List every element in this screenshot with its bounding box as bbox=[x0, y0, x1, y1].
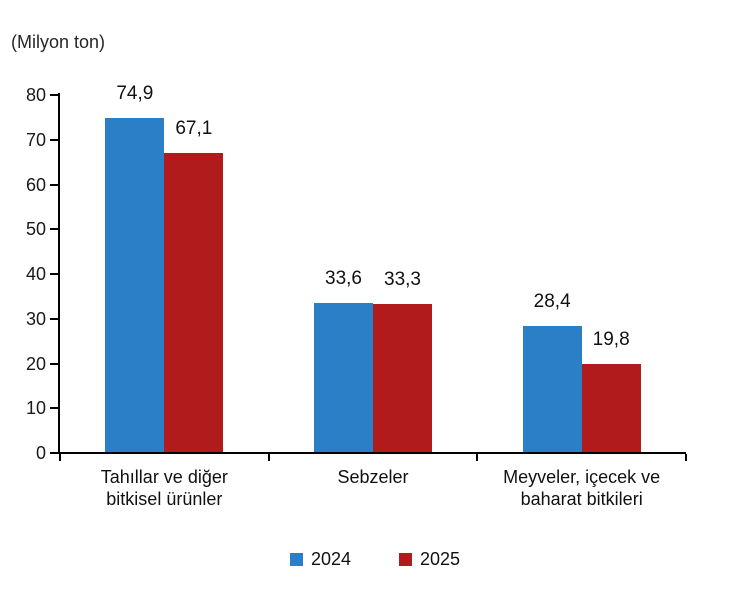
y-axis-tick bbox=[50, 183, 58, 186]
y-axis-title: (Milyon ton) bbox=[11, 32, 106, 52]
y-axis-tick bbox=[50, 273, 58, 275]
bar-2024 bbox=[522, 325, 582, 452]
y-axis-tick bbox=[50, 94, 58, 96]
bar-value-label: 28,4 bbox=[533, 290, 571, 312]
x-axis-tick bbox=[685, 454, 687, 461]
y-tick-label: 70 bbox=[25, 129, 46, 150]
legend-label: 2025 bbox=[420, 549, 461, 569]
y-tick-label: 80 bbox=[25, 85, 46, 105]
bar-2025 bbox=[581, 364, 641, 452]
legend-swatch-icon bbox=[289, 552, 303, 566]
x-category-label: Tahıllar ve diğer bitkisel ürünler bbox=[100, 467, 228, 509]
bar-2024 bbox=[314, 302, 373, 452]
y-axis-tick bbox=[50, 138, 58, 141]
y-tick-label: 10 bbox=[25, 398, 46, 419]
x-axis-line bbox=[58, 452, 686, 454]
x-category-label: Sebzeler bbox=[337, 467, 409, 487]
bar-value-label: 67,1 bbox=[175, 117, 213, 139]
y-tick-label: 40 bbox=[25, 264, 46, 284]
x-axis-tick bbox=[476, 454, 479, 461]
y-axis-tick bbox=[50, 452, 58, 454]
y-tick-label: 30 bbox=[25, 308, 46, 329]
bar-value-label: 74,9 bbox=[116, 82, 154, 104]
x-axis-tick bbox=[267, 454, 270, 461]
bar-value-label: 33,3 bbox=[384, 268, 421, 290]
y-axis-tick bbox=[50, 407, 58, 410]
y-axis-tick bbox=[50, 317, 58, 320]
bar-value-label: 19,8 bbox=[592, 329, 630, 351]
y-axis-tick bbox=[50, 362, 58, 365]
y-axis-line bbox=[58, 93, 60, 454]
x-category-label: Meyveler, içecek ve baharat bitkileri bbox=[503, 467, 661, 509]
legend-item-2024: 2024 bbox=[289, 548, 351, 570]
y-tick-label: 60 bbox=[25, 174, 46, 195]
x-axis-tick bbox=[59, 454, 61, 461]
legend: 2024 2025 bbox=[0, 548, 750, 570]
legend-item-2025: 2025 bbox=[399, 548, 460, 570]
bar-2024 bbox=[105, 117, 165, 452]
legend-swatch-icon bbox=[399, 552, 412, 566]
y-tick-label: 50 bbox=[25, 219, 46, 240]
y-axis-tick bbox=[50, 228, 58, 231]
y-tick-label: 20 bbox=[25, 353, 46, 374]
bar-2025 bbox=[164, 152, 224, 452]
bar-2025 bbox=[373, 303, 432, 452]
bar-value-label: 33,6 bbox=[325, 267, 362, 289]
legend-label: 2024 bbox=[310, 549, 351, 569]
y-tick-label: 0 bbox=[35, 443, 46, 463]
